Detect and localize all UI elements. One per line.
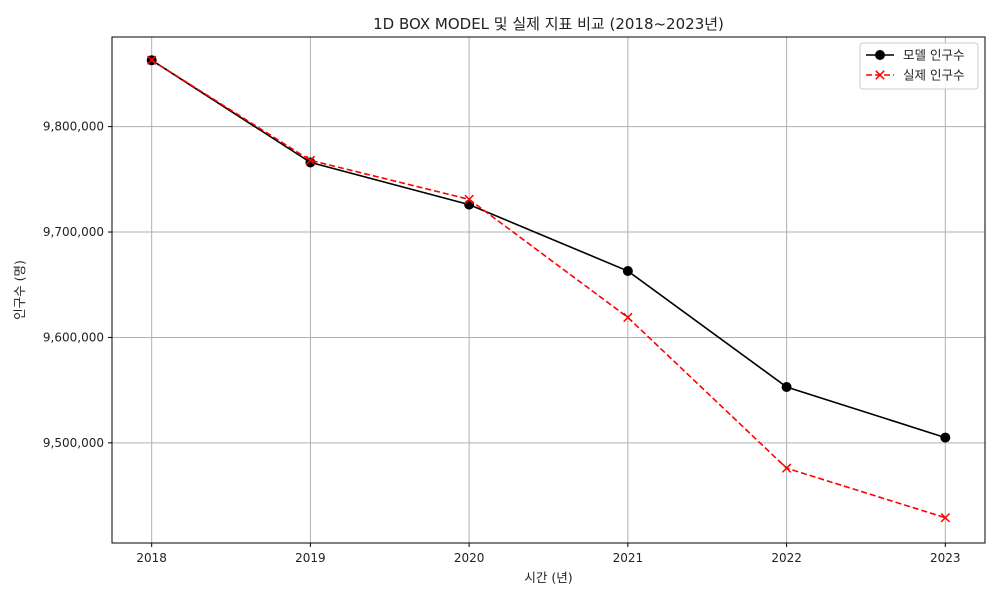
legend-marker (875, 50, 885, 60)
series-2-point (781, 463, 792, 473)
series-1-point (622, 266, 633, 277)
y-tick-label: 9,600,000 (43, 330, 104, 344)
series-1-line (151, 59, 946, 439)
x-axis-label: 시간 (년) (524, 570, 572, 585)
legend-label: 모델 인구수 (903, 48, 964, 63)
chart-title: 1D BOX MODEL 및 실제 지표 비교 (2018~2023년) (373, 15, 724, 33)
legend-item: 모델 인구수 (866, 48, 964, 63)
series-2-point (464, 194, 474, 205)
plot-frame (111, 36, 986, 544)
x-tick-label: 2021 (613, 551, 644, 565)
x-tick-label: 2023 (930, 551, 961, 565)
series-layer (146, 55, 951, 523)
series-1-point (781, 381, 792, 392)
grid (112, 37, 985, 543)
y-axis-label: 인구수 (명) (12, 260, 27, 320)
series-2-point (940, 512, 951, 523)
series-2-line (151, 59, 946, 519)
x-tick-label: 2019 (295, 551, 326, 565)
x-tick-label: 2020 (454, 551, 485, 565)
legend-label: 실제 인구수 (903, 68, 964, 83)
series-2-point (305, 155, 316, 166)
legend-marker (875, 70, 885, 80)
x-tick-label: 2018 (136, 551, 167, 565)
y-tick-label: 9,700,000 (43, 225, 104, 239)
y-tick-label: 9,800,000 (43, 120, 104, 134)
y-tick-label: 9,500,000 (43, 436, 104, 450)
series-1-point (940, 432, 951, 443)
legend-item: 실제 인구수 (866, 68, 964, 83)
series-2-point (623, 312, 633, 323)
series-2-point (146, 55, 157, 65)
y-axis: 9,500,000 9,600,000 9,700,000 9,800,000 (43, 120, 112, 450)
x-tick-label: 2022 (771, 551, 802, 565)
x-axis: 2018 2019 2020 2021 2022 2023 (136, 543, 961, 565)
